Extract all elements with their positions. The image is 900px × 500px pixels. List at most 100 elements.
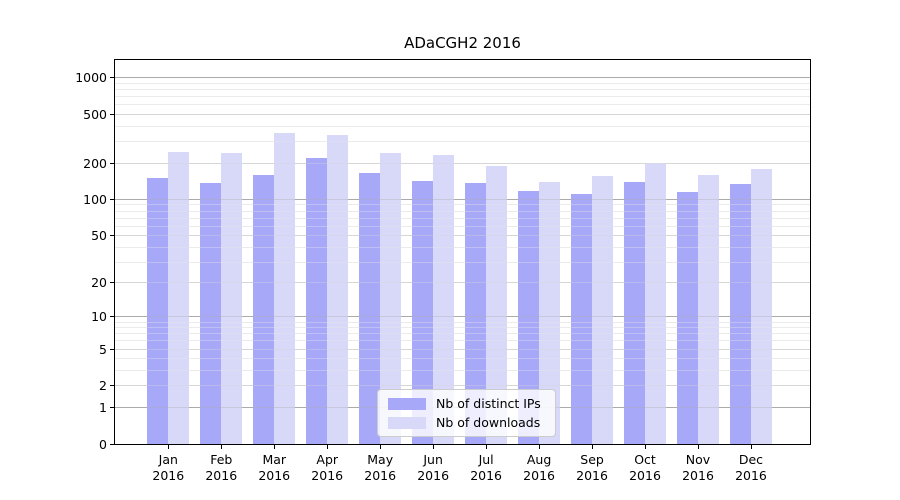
- bar-downloads: [274, 133, 296, 444]
- gridline-700: [115, 96, 810, 98]
- bar-distinct-ips: [677, 192, 698, 444]
- bar-distinct-ips: [412, 181, 434, 444]
- y-tick-label: 1: [99, 399, 107, 415]
- legend-entry-downloads: Nb of downloads: [388, 414, 545, 430]
- bars-layer: [115, 60, 810, 444]
- bar-distinct-ips: [359, 173, 381, 444]
- bar-downloads: [698, 175, 719, 444]
- bar-downloads: [433, 154, 455, 444]
- y-tick-label: 0: [99, 436, 107, 452]
- x-tick-label: May 2016: [364, 452, 397, 483]
- bar-distinct-ips: [306, 158, 328, 444]
- y-tick-label: 10: [91, 309, 107, 325]
- bar-downloads: [539, 181, 561, 444]
- legend: Nb of distinct IPs Nb of downloads: [377, 389, 556, 437]
- x-tick-mark: [592, 445, 594, 449]
- y-tick-label: 1000: [75, 70, 107, 86]
- x-tick-label: Sep 2016: [576, 452, 608, 483]
- gridline-100: [115, 198, 810, 200]
- x-tick-label: Aug 2016: [523, 452, 555, 483]
- x-tick-label: Dec 2016: [735, 452, 767, 483]
- bar-distinct-ips: [729, 184, 751, 444]
- legend-label-distinct-ips: Nb of distinct IPs: [436, 395, 541, 411]
- y-tick-mark: [110, 385, 114, 387]
- gridline-50: [115, 235, 810, 237]
- gridline-3: [115, 370, 810, 372]
- gridline-80: [115, 210, 810, 212]
- bar-downloads: [221, 153, 243, 444]
- legend-swatch-downloads: [388, 416, 426, 429]
- gridlines-below: [115, 60, 810, 444]
- bar-distinct-ips: [253, 174, 275, 444]
- x-tick-mark: [698, 445, 699, 449]
- bar-distinct-ips: [200, 182, 222, 444]
- gridline-4: [115, 358, 810, 360]
- y-tick-mark: [110, 406, 114, 408]
- y-tick-mark: [110, 348, 114, 350]
- y-tick-mark: [110, 77, 114, 79]
- x-tick-mark: [486, 445, 488, 449]
- gridline-600: [115, 104, 810, 106]
- y-tick-mark: [110, 443, 114, 445]
- y-tick-label: 500: [83, 107, 107, 123]
- x-tick-label: Jul 2016: [470, 452, 503, 483]
- x-tick-mark: [539, 445, 541, 449]
- chart-title: ADaCGH2 2016: [404, 34, 521, 52]
- gridline-400: [115, 125, 810, 127]
- gridline-10: [115, 316, 810, 318]
- x-tick-label: Jun 2016: [417, 452, 450, 483]
- x-tick-label: Nov 2016: [682, 452, 714, 483]
- gridline-20: [115, 282, 810, 284]
- y-tick-label: 200: [83, 155, 107, 171]
- gridline-800: [115, 89, 810, 91]
- gridline-60: [115, 225, 810, 227]
- y-tick-label: 50: [91, 228, 107, 244]
- bar-downloads: [380, 152, 402, 444]
- gridline-70: [115, 217, 810, 219]
- gridline-8: [115, 327, 810, 329]
- y-tick-label: 100: [83, 191, 107, 207]
- x-tick-label: Apr 2016: [311, 452, 344, 483]
- y-tick-mark: [110, 198, 114, 200]
- bar-distinct-ips: [465, 182, 487, 444]
- x-tick-label: Jan 2016: [152, 452, 185, 483]
- gridline-1000: [115, 77, 810, 79]
- gridline-7: [115, 333, 810, 335]
- bar-distinct-ips: [147, 178, 169, 444]
- gridline-200: [115, 162, 810, 164]
- x-tick-mark: [433, 445, 435, 449]
- y-tick-mark: [110, 162, 114, 164]
- y-tick-label: 2: [99, 378, 107, 394]
- legend-entry-distinct-ips: Nb of distinct IPs: [388, 395, 545, 411]
- legend-swatch-distinct-ips: [388, 397, 426, 410]
- bar-downloads: [486, 166, 508, 444]
- bar-downloads: [645, 163, 667, 444]
- gridline-500: [115, 114, 810, 116]
- x-tick-label: Mar 2016: [258, 452, 291, 483]
- x-tick-mark: [168, 445, 170, 449]
- gridline-90: [115, 204, 810, 206]
- gridline-2: [115, 385, 810, 387]
- y-tick-mark: [110, 282, 114, 284]
- y-tick-mark: [110, 316, 114, 318]
- bar-downloads: [168, 151, 190, 444]
- bar-distinct-ips: [624, 182, 646, 444]
- bar-downloads: [327, 135, 349, 444]
- y-tick-label: 5: [99, 341, 107, 357]
- y-tick-mark: [110, 114, 114, 116]
- gridline-40: [115, 246, 810, 248]
- gridline-5: [115, 348, 810, 350]
- gridline-900: [115, 83, 810, 85]
- x-tick-mark: [221, 445, 223, 449]
- x-tick-label: Feb 2016: [205, 452, 238, 483]
- x-tick-mark: [380, 445, 382, 449]
- bar-distinct-ips: [518, 191, 540, 444]
- gridline-9: [115, 321, 810, 323]
- bar-downloads: [750, 169, 772, 444]
- x-tick-label: Oct 2016: [629, 452, 661, 483]
- gridline-300: [115, 141, 810, 143]
- plot-area: [114, 59, 811, 445]
- y-tick-label: 20: [91, 275, 107, 291]
- legend-label-downloads: Nb of downloads: [436, 414, 541, 430]
